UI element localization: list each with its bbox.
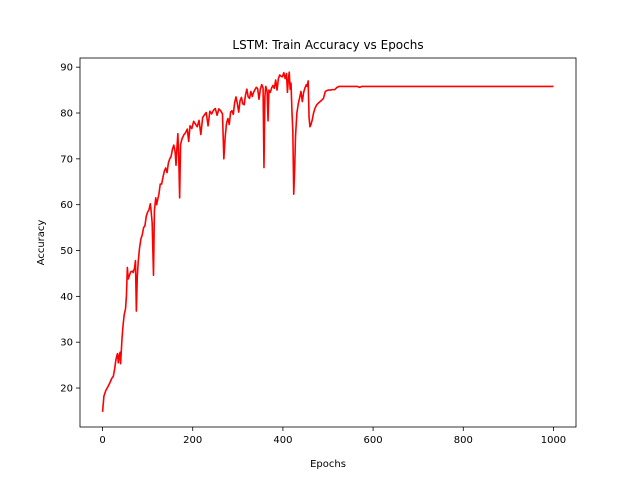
y-tick-label: 20 [60, 384, 73, 395]
x-tick-label: 0 [99, 435, 105, 446]
y-axis: 20 30 40 50 60 70 80 90 [60, 63, 80, 395]
x-axis-label: Epochs [310, 459, 346, 470]
y-tick-label: 30 [60, 338, 73, 349]
y-tick-label: 50 [60, 246, 73, 257]
x-tick-label: 600 [364, 435, 383, 446]
x-tick-label: 400 [273, 435, 292, 446]
y-tick-label: 40 [60, 292, 73, 303]
chart-title: LSTM: Train Accuracy vs Epochs [232, 38, 423, 52]
y-tick-label: 90 [60, 63, 73, 74]
y-tick-label: 80 [60, 109, 73, 120]
x-tick-label: 200 [183, 435, 202, 446]
y-axis-label: Accuracy [36, 220, 47, 266]
x-axis: 0 200 400 600 800 1000 [99, 427, 566, 446]
plot-area [79, 57, 577, 428]
x-tick-label: 800 [454, 435, 473, 446]
axes-frame [79, 57, 577, 428]
series-line [101, 71, 554, 412]
y-tick-label: 70 [60, 154, 73, 165]
y-tick-label: 60 [60, 200, 73, 211]
x-tick-label: 1000 [541, 435, 566, 446]
